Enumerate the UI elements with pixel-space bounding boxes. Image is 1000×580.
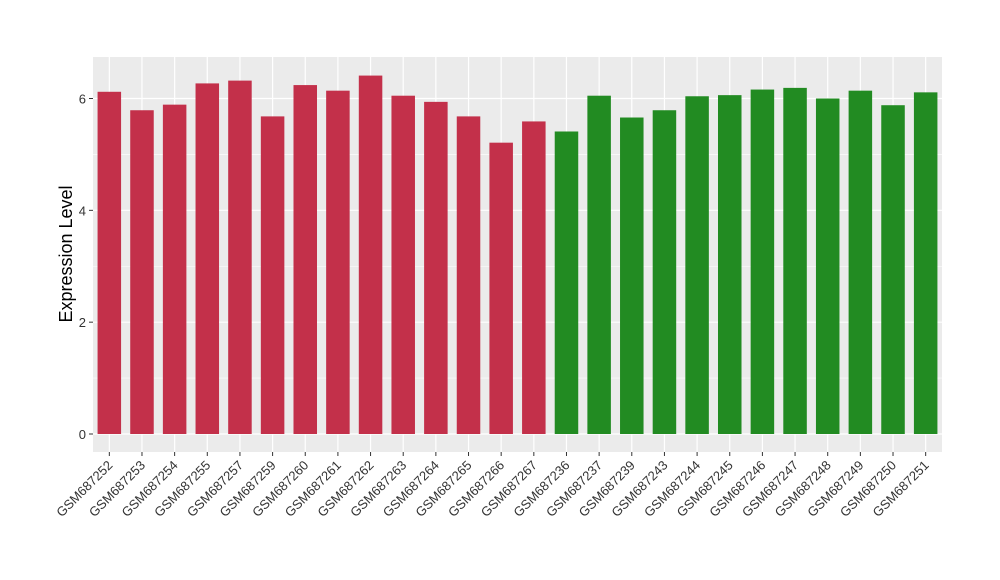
bar-GSM687263	[391, 95, 415, 435]
bar-GSM687260	[293, 85, 318, 434]
y-axis: 0 2 4 6	[79, 92, 93, 442]
bar-GSM687261	[326, 90, 350, 435]
bar-GSM687245	[717, 95, 742, 435]
y-tick-label: 2	[79, 315, 86, 330]
bar-GSM687243	[652, 110, 677, 435]
y-tick-label: 0	[79, 427, 86, 442]
bar-GSM687239	[620, 117, 644, 435]
bar-GSM687264	[424, 101, 448, 434]
bar-GSM687251	[913, 92, 938, 434]
bar-GSM687249	[848, 90, 873, 435]
bar-GSM687253	[130, 110, 154, 435]
bar-GSM687262	[358, 75, 383, 435]
plot-panel	[93, 57, 942, 452]
y-tick-label: 6	[79, 92, 86, 107]
bar-GSM687265	[456, 116, 481, 434]
bar-GSM687266	[489, 142, 513, 434]
bar-GSM687267	[522, 121, 546, 434]
bar-GSM687255	[195, 83, 220, 434]
bar-GSM687247	[783, 87, 807, 435]
bar-GSM687257	[228, 80, 252, 435]
y-tick-label: 4	[79, 203, 86, 218]
bar-GSM687248	[815, 98, 840, 434]
bar-GSM687246	[750, 89, 775, 434]
bar-GSM687244	[685, 96, 709, 434]
bar-GSM687252	[97, 91, 122, 434]
bar-GSM687250	[881, 105, 905, 435]
y-axis-title: Expression Level	[56, 185, 76, 322]
bars	[97, 75, 938, 435]
bar-GSM687254	[162, 104, 187, 435]
bar-GSM687236	[554, 131, 579, 434]
x-axis: GSM687252GSM687253GSM687254GSM687255GSM6…	[53, 452, 932, 520]
bar-GSM687237	[587, 95, 611, 435]
bar-GSM687259	[260, 116, 285, 434]
